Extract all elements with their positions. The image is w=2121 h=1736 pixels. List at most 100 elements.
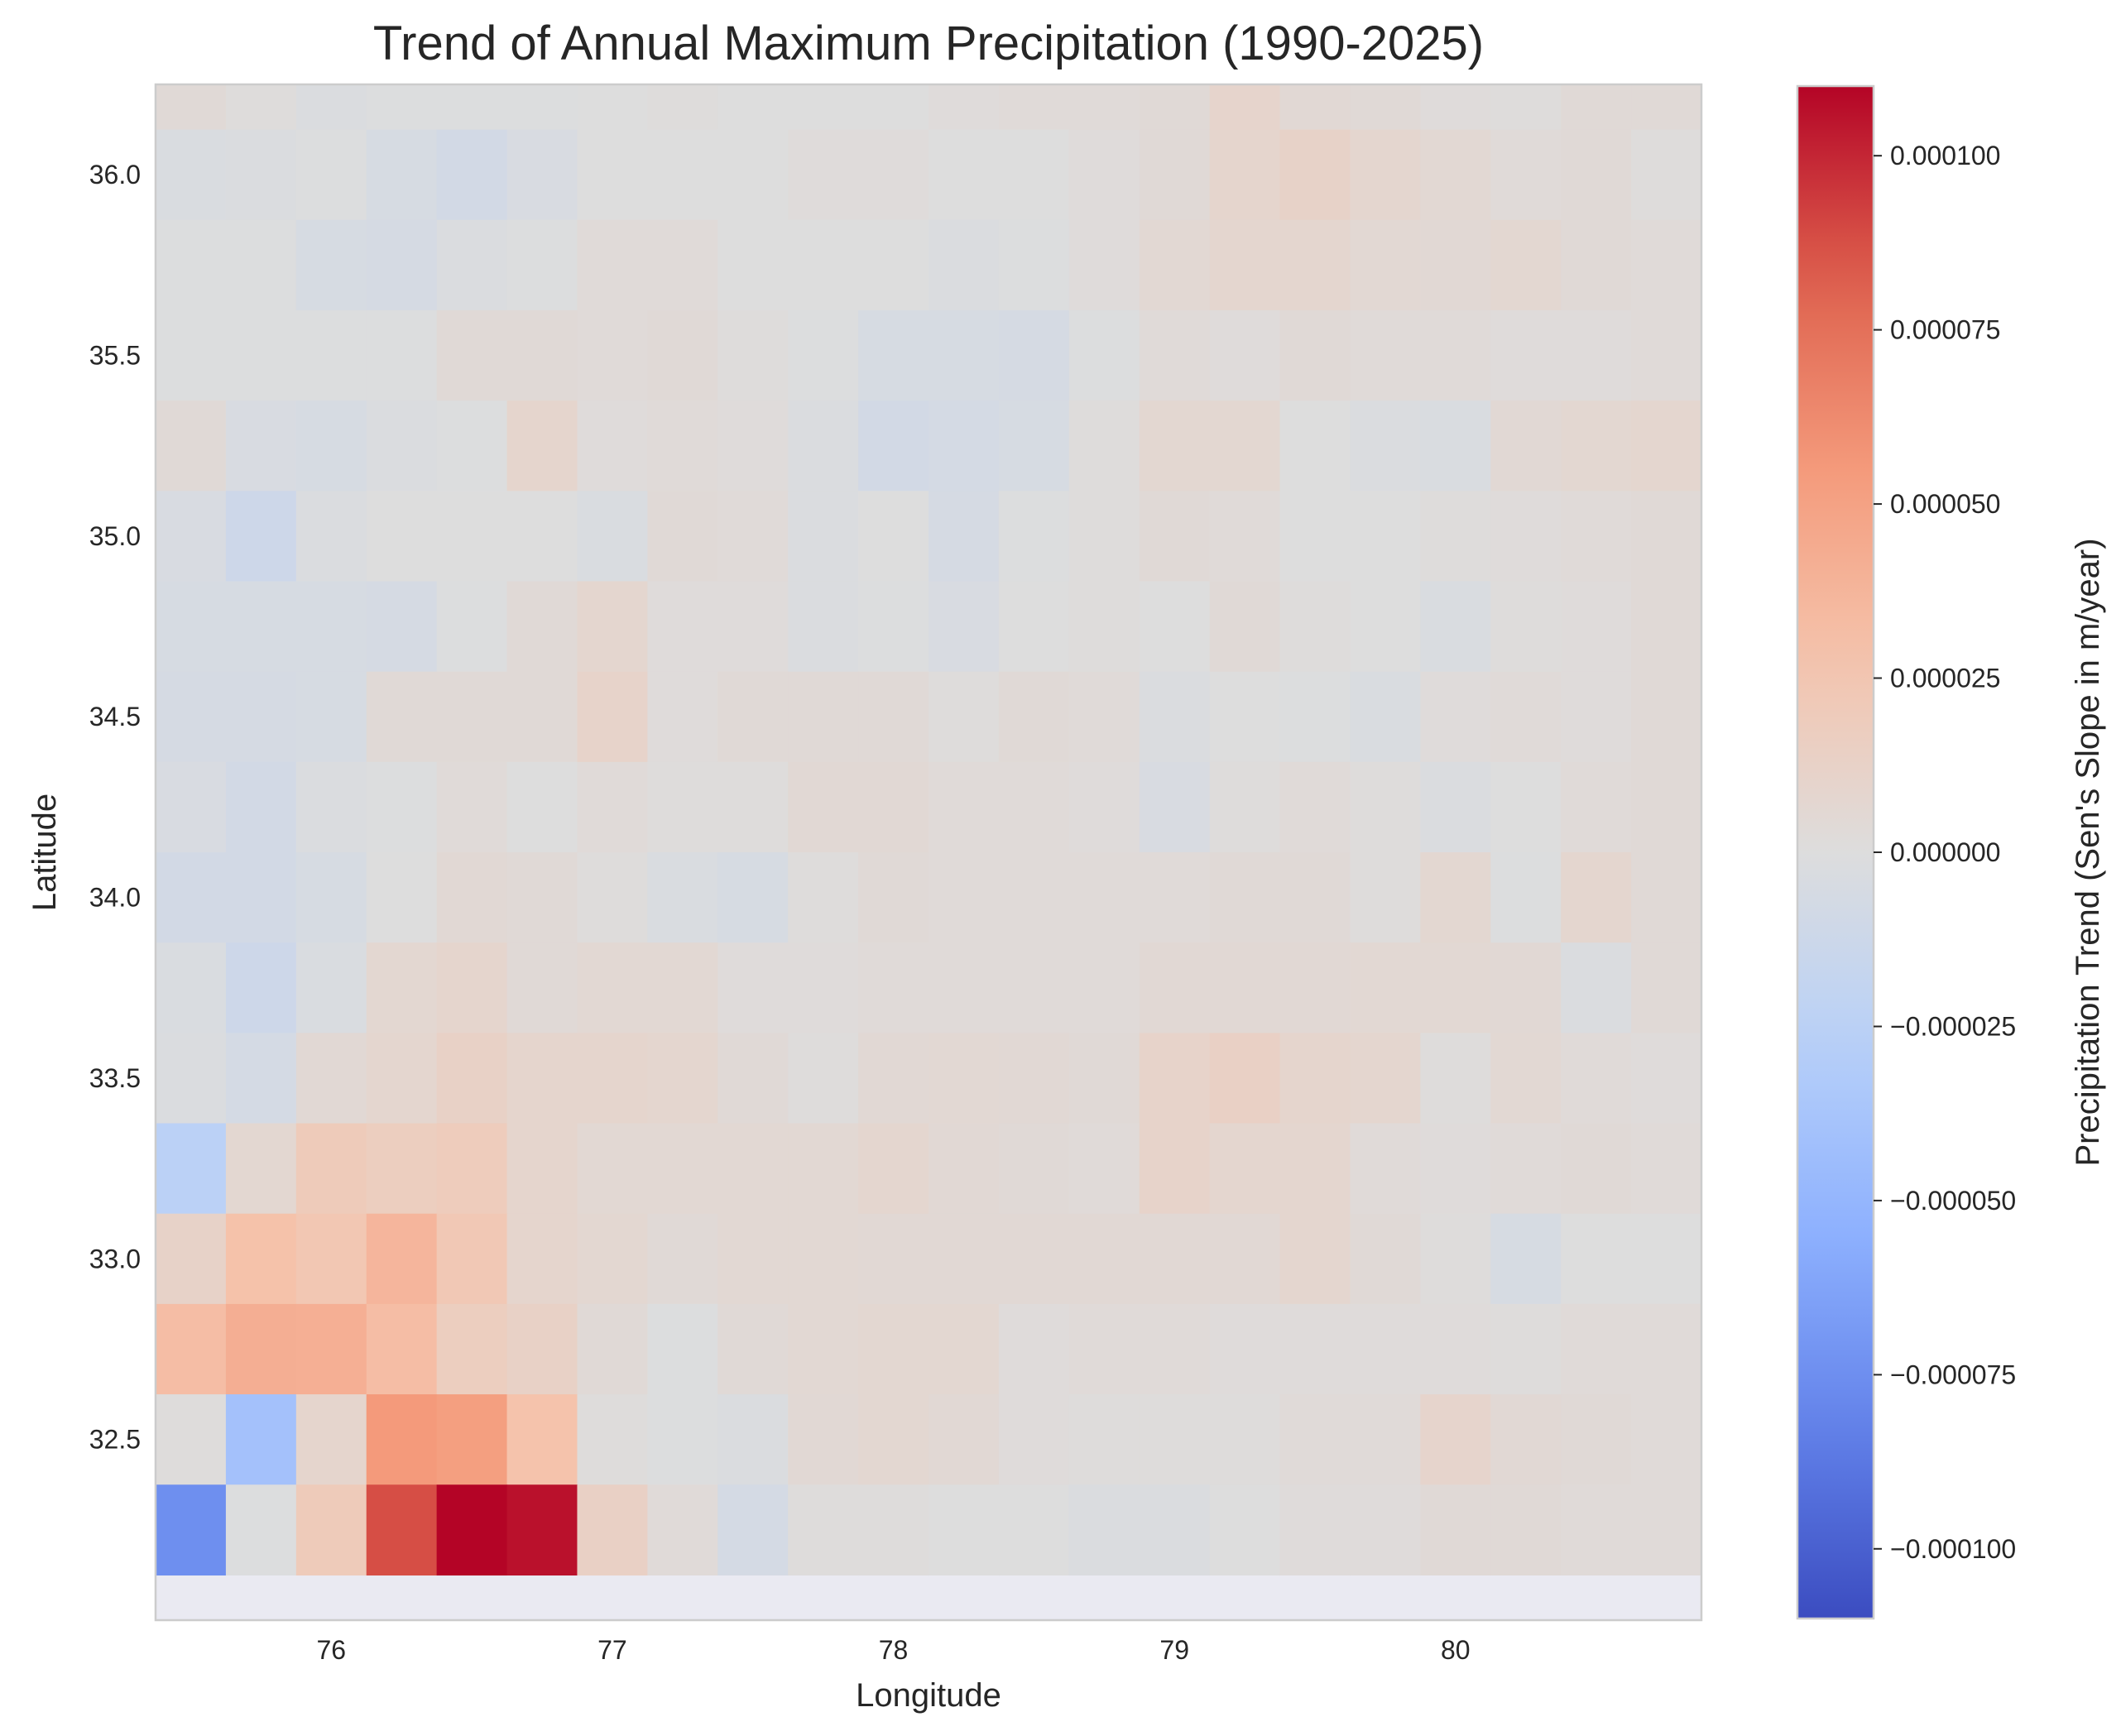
colorbar-tick-label: 0.000050: [1890, 489, 2000, 519]
heatmap-cell: [225, 581, 297, 673]
heatmap-cell: [156, 1484, 227, 1576]
heatmap-cell: [647, 1123, 718, 1215]
heatmap-cell: [929, 309, 1000, 401]
x-axis-ticks: 76 77 78 79 80: [317, 1635, 1471, 1665]
colorbar-tick-label: −0.000100: [1890, 1534, 2016, 1564]
heatmap-cell: [1420, 942, 1491, 1033]
heatmap-cell: [225, 309, 297, 401]
heatmap-cell: [1068, 309, 1140, 401]
colorbar-tick-label: −0.000025: [1890, 1012, 2016, 1042]
heatmap-cell: [1209, 219, 1281, 311]
heatmap-cell: [436, 491, 508, 583]
heatmap-cell: [295, 852, 367, 943]
y-tick-label: 35.5: [89, 341, 141, 371]
heatmap-cell: [1209, 491, 1281, 583]
heatmap-cell: [858, 1033, 929, 1125]
heatmap-cell: [1068, 581, 1140, 673]
heatmap-cell: [1068, 129, 1140, 221]
heatmap-cell: [929, 129, 1000, 221]
heatmap-cell: [998, 942, 1070, 1033]
heatmap-cell: [998, 309, 1070, 401]
heatmap-cell: [647, 491, 718, 583]
heatmap-cell: [1209, 1123, 1281, 1215]
x-tick-label: 80: [1441, 1635, 1471, 1665]
heatmap-cell: [1561, 400, 1632, 492]
heatmap-cell: [1279, 1213, 1351, 1305]
heatmap-cell: [1420, 309, 1491, 401]
heatmap-cell: [717, 1123, 789, 1215]
heatmap-cell: [366, 761, 438, 853]
heatmap-cell: [647, 400, 718, 492]
y-tick-label: 35.0: [89, 521, 141, 551]
heatmap-cell: [788, 491, 859, 583]
heatmap-cell: [156, 1213, 227, 1305]
heatmap-cell: [156, 400, 227, 492]
heatmap-cell: [1279, 671, 1351, 763]
heatmap-cell: [1631, 852, 1702, 943]
heatmap-cell: [1279, 400, 1351, 492]
heatmap-cell: [156, 1303, 227, 1395]
heatmap-cell: [366, 581, 438, 673]
heatmap-cell: [506, 1123, 578, 1215]
heatmap-cell: [788, 1033, 859, 1125]
heatmap-cell: [717, 581, 789, 673]
heatmap-cell: [225, 491, 297, 583]
heatmap-cell: [1350, 1303, 1421, 1395]
heatmap-cell: [1209, 84, 1281, 131]
heatmap-cell: [858, 942, 929, 1033]
heatmap-cell: [1068, 671, 1140, 763]
heatmap-cell: [788, 852, 859, 943]
heatmap-cell: [295, 1213, 367, 1305]
colorbar-tick-label: 0.000025: [1890, 664, 2000, 693]
heatmap-cell: [1068, 1033, 1140, 1125]
heatmap-cell: [647, 761, 718, 853]
heatmap-cell: [788, 671, 859, 763]
heatmap-cell: [788, 1213, 859, 1305]
heatmap-cell: [1631, 219, 1702, 311]
heatmap-cell: [506, 1394, 578, 1485]
heatmap-cell: [858, 1394, 929, 1485]
heatmap-cell: [1279, 1303, 1351, 1395]
heatmap-cell: [717, 852, 789, 943]
heatmap-cell: [436, 219, 508, 311]
heatmap-cell: [1561, 1123, 1632, 1215]
heatmap-cell: [366, 1033, 438, 1125]
heatmap-cell: [1279, 1394, 1351, 1485]
heatmap-cell: [1279, 309, 1351, 401]
heatmap-cell: [717, 942, 789, 1033]
heatmap-cell: [1490, 671, 1562, 763]
heatmap-cell: [929, 1484, 1000, 1576]
heatmap-cell: [366, 1123, 438, 1215]
heatmap-cell: [858, 129, 929, 221]
heatmap-cell: [366, 671, 438, 763]
heatmap-cell: [295, 400, 367, 492]
heatmap-cell: [1631, 84, 1702, 131]
heatmap-cell: [1350, 309, 1421, 401]
y-tick-label: 34.5: [89, 702, 141, 731]
heatmap-cell: [1209, 1484, 1281, 1576]
heatmap-cell: [1139, 1394, 1211, 1485]
heatmap-cell: [647, 309, 718, 401]
heatmap-cell: [225, 671, 297, 763]
heatmap-cell: [1279, 129, 1351, 221]
heatmap-cell: [1139, 1303, 1211, 1395]
heatmap-cell: [1420, 1213, 1491, 1305]
heatmap-cell: [929, 1123, 1000, 1215]
heatmap-cell: [366, 491, 438, 583]
heatmap-cell: [717, 1213, 789, 1305]
heatmap-cell: [1420, 400, 1491, 492]
heatmap-cell: [295, 761, 367, 853]
heatmap-cell: [1350, 129, 1421, 221]
heatmap-cell: [858, 1484, 929, 1576]
heatmap-cell: [1420, 1394, 1491, 1485]
colorbar-tick-label: 0.000075: [1890, 315, 2000, 345]
heatmap-cell: [156, 491, 227, 583]
heatmap-cell: [436, 671, 508, 763]
heatmap-cell: [788, 1303, 859, 1395]
heatmap-cell: [1209, 942, 1281, 1033]
heatmap-cell: [436, 852, 508, 943]
heatmap-cell: [788, 309, 859, 401]
heatmap-cell: [1068, 1394, 1140, 1485]
heatmap-cell: [998, 400, 1070, 492]
heatmap-cell: [929, 1213, 1000, 1305]
